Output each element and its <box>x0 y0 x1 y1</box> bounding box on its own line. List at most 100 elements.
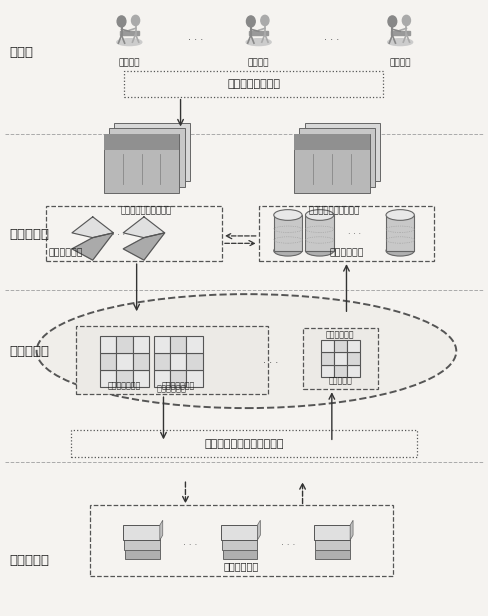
Text: . . .: . . . <box>324 32 340 42</box>
Bar <box>154 370 170 387</box>
Text: . . .: . . . <box>348 227 361 236</box>
Bar <box>125 549 160 559</box>
Bar <box>274 215 302 251</box>
Bar <box>103 134 180 150</box>
Bar <box>124 71 383 97</box>
Circle shape <box>261 15 269 26</box>
Ellipse shape <box>246 39 271 46</box>
Bar <box>294 134 370 192</box>
Text: 程序角色映射表: 程序角色映射表 <box>108 381 141 391</box>
Text: 云端仿真节点数据访问接口: 云端仿真节点数据访问接口 <box>204 439 284 448</box>
Bar <box>116 370 133 387</box>
Text: 云端应用服务程序模块: 云端应用服务程序模块 <box>308 206 360 216</box>
Bar <box>120 31 139 35</box>
Circle shape <box>246 16 255 27</box>
Bar <box>116 336 133 353</box>
Text: . . .: . . . <box>187 32 203 42</box>
Bar <box>321 365 334 377</box>
Ellipse shape <box>117 39 142 46</box>
Bar <box>305 123 381 181</box>
Bar <box>170 336 186 353</box>
Text: 云端服务层: 云端服务层 <box>10 227 50 241</box>
Bar <box>315 540 350 549</box>
Bar <box>223 549 258 559</box>
Text: 云端定制服务程序模块: 云端定制服务程序模块 <box>121 206 172 216</box>
Polygon shape <box>258 520 261 540</box>
Ellipse shape <box>386 209 414 221</box>
Bar <box>300 129 375 187</box>
Text: 认证控制模块: 认证控制模块 <box>157 384 187 393</box>
Bar <box>116 353 133 370</box>
Bar <box>221 525 258 540</box>
Text: 用户系统访问接口: 用户系统访问接口 <box>227 79 280 89</box>
Polygon shape <box>72 233 114 260</box>
Bar <box>170 353 186 370</box>
Text: 角色权限映射表: 角色权限映射表 <box>162 381 195 391</box>
Bar <box>133 370 149 387</box>
Bar <box>76 326 268 394</box>
Polygon shape <box>72 217 114 238</box>
Bar <box>46 206 222 261</box>
Bar <box>109 129 184 187</box>
Text: . . .: . . . <box>281 538 295 546</box>
Polygon shape <box>160 520 163 540</box>
Bar <box>249 31 268 35</box>
Bar <box>346 352 360 365</box>
Text: 用户层: 用户层 <box>10 46 34 59</box>
Text: 访问认证层: 访问认证层 <box>10 344 50 358</box>
Bar <box>124 540 160 549</box>
Text: 用户实体: 用户实体 <box>248 59 269 68</box>
Text: . . .: . . . <box>263 355 279 365</box>
Bar <box>133 336 149 353</box>
Bar <box>346 365 360 377</box>
Bar <box>294 134 370 150</box>
Ellipse shape <box>37 294 456 408</box>
Text: 设备信息模块: 设备信息模块 <box>326 330 354 339</box>
Text: 用户实体: 用户实体 <box>119 59 140 68</box>
Bar <box>346 340 360 352</box>
Circle shape <box>402 15 410 26</box>
Bar <box>100 353 116 370</box>
Bar <box>334 340 346 352</box>
Polygon shape <box>123 217 164 238</box>
Polygon shape <box>123 233 164 260</box>
Bar <box>334 352 346 365</box>
Bar <box>103 134 180 192</box>
Bar <box>123 525 160 540</box>
Text: . . .: . . . <box>183 538 198 546</box>
Ellipse shape <box>305 209 334 221</box>
Bar <box>303 328 378 389</box>
Ellipse shape <box>274 209 302 221</box>
Bar <box>133 353 149 370</box>
Bar <box>170 370 186 387</box>
Text: 用户实体: 用户实体 <box>389 59 411 68</box>
Bar <box>391 31 409 35</box>
Text: 仿真系统层: 仿真系统层 <box>10 554 50 567</box>
Text: 历史数据模块: 历史数据模块 <box>329 248 364 257</box>
Ellipse shape <box>387 39 413 46</box>
Bar <box>186 370 203 387</box>
Bar <box>334 365 346 377</box>
Bar <box>114 123 190 181</box>
Text: . . .: . . . <box>112 228 124 237</box>
Bar <box>154 336 170 353</box>
Ellipse shape <box>305 245 334 256</box>
Bar <box>186 353 203 370</box>
Ellipse shape <box>274 245 302 256</box>
Bar <box>321 352 334 365</box>
Bar <box>316 549 350 559</box>
Bar <box>259 206 434 261</box>
Bar <box>71 430 417 457</box>
Bar <box>154 353 170 370</box>
Bar <box>186 336 203 353</box>
Circle shape <box>388 16 397 27</box>
Circle shape <box>117 16 126 27</box>
Bar <box>90 505 393 576</box>
Bar <box>305 215 334 251</box>
Bar <box>314 525 350 540</box>
Circle shape <box>131 15 140 26</box>
Bar <box>100 370 116 387</box>
Bar <box>100 336 116 353</box>
Text: 实时数据模块: 实时数据模块 <box>49 248 83 257</box>
Bar <box>321 340 334 352</box>
